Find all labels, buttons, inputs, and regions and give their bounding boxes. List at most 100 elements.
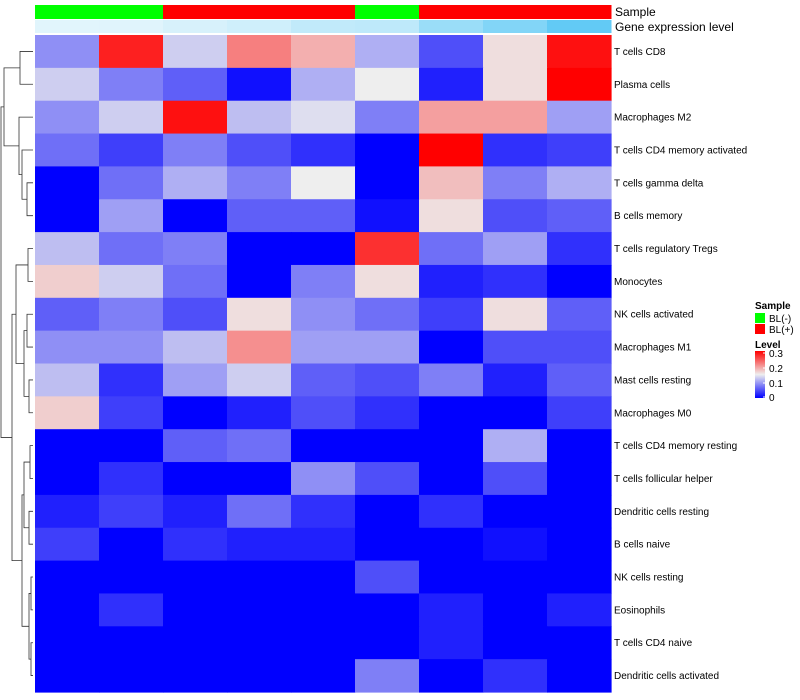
heatmap-cell	[291, 429, 356, 463]
heatmap-cell	[163, 659, 228, 693]
dendrogram-branch	[28, 510, 33, 545]
row-label: Dendritic cells resting	[614, 507, 709, 518]
heatmap-cell	[227, 232, 292, 266]
heatmap-cell	[419, 593, 484, 627]
heatmap-cell	[547, 297, 612, 332]
heatmap-cell	[163, 462, 228, 496]
heatmap-cell	[547, 232, 612, 266]
heatmap-cell	[35, 396, 100, 430]
heatmap-cell	[483, 659, 548, 693]
heatmap-cell	[35, 199, 100, 233]
heatmap-cell	[483, 429, 548, 463]
heatmap-cell	[35, 527, 100, 562]
row-label: Dendritic cells activated	[614, 671, 719, 682]
heatmap-cell	[227, 462, 292, 496]
heatmap-cell	[99, 626, 164, 660]
heatmap-cell	[35, 297, 100, 332]
heatmap-cell	[227, 494, 292, 529]
legend: Sample BL(-) BL(+) Level 0.3 0.2 0.1 0	[755, 301, 794, 404]
row-label: T cells CD4 naive	[614, 638, 693, 649]
annotation-cell-sample	[227, 5, 292, 19]
row-label: Mast cells resting	[614, 375, 691, 386]
heatmap-cell	[483, 560, 548, 595]
heatmap-cell	[163, 297, 228, 332]
heatmap-cell	[419, 659, 484, 693]
heatmap-cell	[163, 527, 228, 562]
heatmap-cell	[227, 527, 292, 562]
dendrogram-branch	[19, 51, 33, 85]
heatmap-cell	[35, 100, 100, 135]
heatmap-cell	[355, 166, 420, 200]
heatmap-cell	[163, 67, 228, 102]
annotation-cell-sample	[419, 5, 484, 19]
heatmap-cell	[227, 166, 292, 200]
heatmap-cell	[227, 100, 292, 135]
dendrogram-branch	[21, 149, 33, 200]
annotation-cell-sample	[355, 5, 420, 19]
heatmap-cell	[99, 166, 164, 200]
heatmap-cell	[291, 560, 356, 595]
heatmap-cell	[483, 166, 548, 200]
heatmap-cell	[483, 330, 548, 365]
annotation-cell-expression	[355, 20, 420, 33]
heatmap-cell	[291, 330, 356, 365]
heatmap-cell	[355, 462, 420, 496]
heatmap-cell	[291, 232, 356, 266]
heatmap-cell	[483, 494, 548, 529]
heatmap-cell	[35, 330, 100, 365]
dendrogram-branch	[28, 379, 33, 414]
heatmap-cell	[547, 363, 612, 397]
heatmap-cell	[483, 264, 548, 299]
heatmap-cell	[227, 626, 292, 660]
row-label: T cells CD8	[614, 47, 666, 58]
heatmap-cell	[547, 133, 612, 167]
dendrogram-branch	[26, 313, 33, 348]
heatmap-cell	[163, 232, 228, 266]
heatmap-cell	[163, 100, 228, 135]
legend-label-bl-neg: BL(-)	[769, 314, 791, 325]
heatmap-cell	[355, 330, 420, 365]
heatmap-cell	[483, 35, 548, 69]
row-label: T cells follicular helper	[614, 474, 713, 485]
heatmap-cell	[483, 462, 548, 496]
heatmap-cell	[355, 527, 420, 562]
heatmap-cell	[291, 527, 356, 562]
heatmap-cell	[483, 363, 548, 397]
heatmap-cell	[547, 429, 612, 463]
heatmap-cell	[163, 429, 228, 463]
heatmap-cell	[99, 297, 164, 332]
heatmap-cell	[355, 560, 420, 595]
heatmap-cell	[291, 626, 356, 660]
heatmap-cell	[419, 199, 484, 233]
heatmap-cell	[35, 363, 100, 397]
legend-sample-title: Sample	[755, 301, 791, 312]
heatmap-cell	[99, 593, 164, 627]
heatmap-cell	[547, 396, 612, 430]
heatmap-cell	[227, 264, 292, 299]
annotation-cell-sample	[547, 5, 612, 19]
annotation-cell-sample	[35, 5, 100, 19]
row-label: Monocytes	[614, 277, 662, 288]
heatmap-cell	[99, 133, 164, 167]
heatmap-cell	[99, 264, 164, 299]
heatmap-cell	[291, 462, 356, 496]
heatmap-cell	[35, 429, 100, 463]
heatmap-cell	[419, 626, 484, 660]
heatmap-cell	[291, 659, 356, 693]
dendrogram-branch	[15, 264, 28, 364]
heatmap-cell	[355, 67, 420, 102]
heatmap-cell	[99, 363, 164, 397]
row-label: NK cells activated	[614, 310, 693, 321]
heatmap-cell	[547, 462, 612, 496]
heatmap-cell	[419, 560, 484, 595]
heatmap-cell	[419, 330, 484, 365]
heatmap-cell	[419, 35, 484, 69]
heatmap-cell	[163, 626, 228, 660]
heatmap-cell	[355, 593, 420, 627]
heatmap-cell	[483, 199, 548, 233]
row-label: Macrophages M0	[614, 408, 692, 419]
dendrogram-branch	[11, 313, 22, 561]
heatmap-cell	[99, 494, 164, 529]
heatmap-cell	[355, 35, 420, 69]
heatmap-cell	[547, 67, 612, 102]
